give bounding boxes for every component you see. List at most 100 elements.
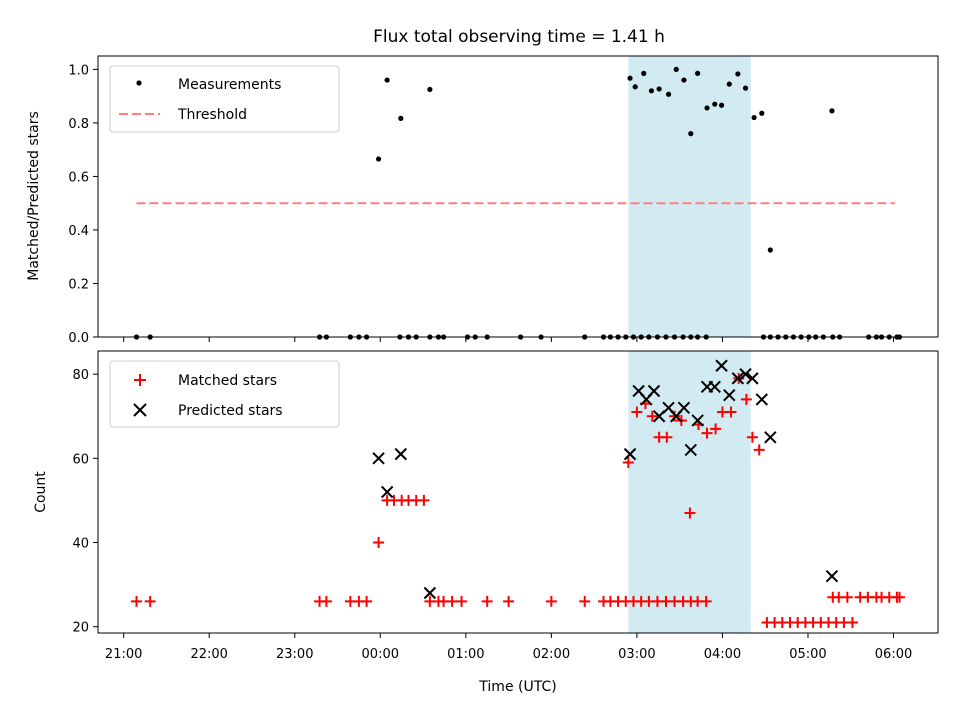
bottom-panel: 20 40 60 80 21:00 22:00 23:00 00:00 01:00 02:00 0… <box>33 350 939 695</box>
x-axis-label: Time (UTC) <box>478 679 556 695</box>
matched-star-point <box>456 595 468 607</box>
matched-star-point <box>740 393 752 405</box>
measurement-point <box>656 86 662 92</box>
measurement-point <box>742 85 749 91</box>
measurement-point <box>627 75 633 81</box>
x-tick-label: 22:00 <box>190 647 227 662</box>
matched-star-point <box>373 537 385 549</box>
matched-star-point <box>446 595 458 607</box>
measurement-point <box>673 66 679 72</box>
measurements-legend-marker <box>136 80 142 86</box>
top-legend-box <box>109 65 340 133</box>
matched-star-point <box>841 591 853 603</box>
top-y-axis: 0.0 0.2 0.4 0.6 0.8 1.0 <box>68 63 98 346</box>
matched-stars-points <box>130 372 906 628</box>
matched-star-point <box>661 431 673 443</box>
matched-star-point <box>418 494 430 506</box>
measurement-point <box>712 101 718 107</box>
top-panel: 0.0 0.2 0.4 0.6 0.8 1.0 Matched/Predicted sta… <box>26 55 939 346</box>
x-tick-label: 04:00 <box>704 647 741 662</box>
x-tick-label: 23:00 <box>276 647 313 662</box>
predicted-star-point <box>708 380 721 393</box>
predicted-stars-points <box>372 359 839 600</box>
matched-star-point <box>894 591 906 603</box>
measurement-point <box>384 77 390 83</box>
predicted-star-point <box>423 586 437 600</box>
x-tick-label: 00:00 <box>362 647 399 662</box>
matched-legend-label: Matched stars <box>178 373 277 389</box>
measurement-point <box>688 131 694 137</box>
x-tick-label: 01:00 <box>447 647 484 662</box>
x-tick-label: 05:00 <box>789 647 826 662</box>
matched-star-point <box>746 431 758 443</box>
matched-star-point <box>701 427 713 439</box>
measurement-point <box>735 71 741 77</box>
matched-star-point <box>631 406 643 418</box>
top-y-tick-label: 0.8 <box>68 117 89 132</box>
measurements-legend-label: Measurements <box>178 77 281 93</box>
x-tick-label: 06:00 <box>875 647 912 662</box>
matched-star-point <box>710 423 722 435</box>
predicted-star-point <box>380 485 394 499</box>
predicted-star-point <box>372 452 385 465</box>
bottom-y-tick-label: 20 <box>72 621 89 636</box>
matched-star-point <box>545 595 557 607</box>
matched-legend-marker <box>134 374 146 386</box>
predicted-star-point <box>739 367 752 381</box>
measurement-point <box>829 108 835 114</box>
chart-title: Flux total observing time = 1.41 h <box>373 27 665 47</box>
measurement-point <box>751 114 757 121</box>
matched-star-point <box>753 444 765 456</box>
matched-star-point <box>579 595 591 607</box>
bottom-y-tick-label: 40 <box>72 537 89 552</box>
matched-star-point <box>846 616 858 628</box>
measurement-point <box>665 91 672 97</box>
top-y-tick-label: 0.0 <box>68 331 89 346</box>
predicted-star-point <box>623 447 637 461</box>
matched-star-point <box>481 595 493 607</box>
measurement-point <box>632 84 638 90</box>
bottom-x-axis: 21:00 22:00 23:00 00:00 01:00 02:00 03:00 04:00… <box>105 633 912 662</box>
predicted-legend-label: Predicted stars <box>178 403 283 419</box>
measurement-point <box>427 86 433 93</box>
measurement-point <box>648 88 655 94</box>
measurement-point <box>704 105 710 111</box>
predicted-star-point <box>825 569 839 583</box>
top-y-tick-label: 1.0 <box>68 63 89 78</box>
matched-star-point <box>684 507 696 519</box>
bottom-y-axis-label: Count <box>33 471 49 513</box>
bottom-y-axis: 20 40 60 80 <box>72 368 98 636</box>
x-tick-label: 21:00 <box>105 647 142 662</box>
top-axes-frame <box>97 55 939 338</box>
predicted-star-point <box>647 384 661 398</box>
matched-star-point <box>700 595 712 607</box>
matched-star-point <box>320 595 332 607</box>
top-shaded-interval <box>628 56 751 337</box>
bottom-y-tick-label: 80 <box>72 368 89 383</box>
predicted-legend-marker <box>133 403 147 417</box>
predicted-star-point <box>684 443 697 457</box>
measurement-point <box>718 102 725 108</box>
predicted-star-point <box>731 372 745 385</box>
matched-star-point <box>503 595 515 607</box>
top-y-tick-label: 0.6 <box>68 170 89 185</box>
threshold-legend-label: Threshold <box>177 107 247 123</box>
top-y-tick-label: 0.4 <box>68 224 89 239</box>
measurement-point <box>759 110 765 116</box>
predicted-star-point <box>755 393 768 406</box>
predicted-star-point <box>746 372 759 385</box>
matched-star-point <box>622 457 634 469</box>
top-legend: Measurements Threshold <box>109 65 340 133</box>
bottom-legend-box <box>109 360 340 428</box>
predicted-star-point <box>723 388 736 402</box>
measurement-point <box>375 156 382 162</box>
predicted-star-point <box>715 359 728 372</box>
x-tick-label: 03:00 <box>618 647 655 662</box>
top-y-tick-label: 0.2 <box>68 277 89 292</box>
bottom-y-tick-label: 60 <box>72 452 89 467</box>
measurement-point <box>641 70 647 76</box>
matched-star-point <box>725 406 737 418</box>
bottom-axes-frame <box>97 350 939 634</box>
top-y-axis-label: Matched/Predicted stars <box>26 111 42 281</box>
